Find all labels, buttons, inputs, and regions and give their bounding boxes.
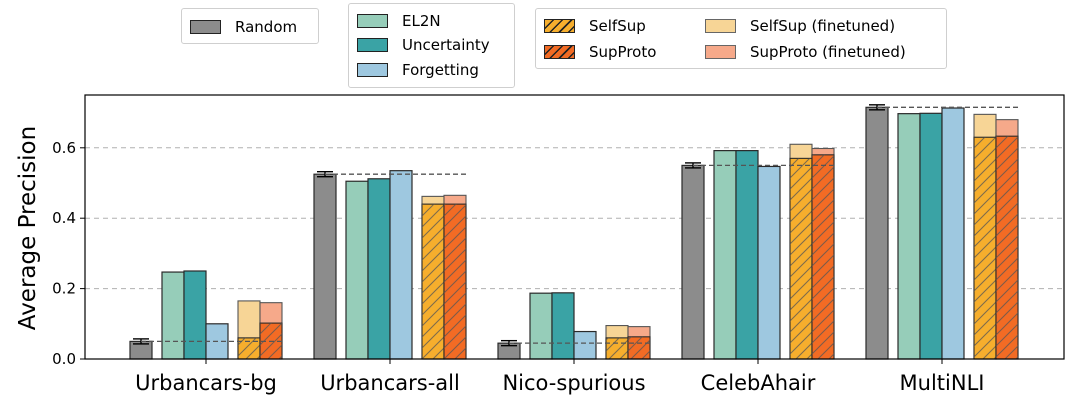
legend-scoring: EL2N Uncertainty Forgetting xyxy=(348,3,515,88)
legend-item-selfsup: SelfSup xyxy=(544,17,646,35)
y-axis-label: Average Precision xyxy=(15,126,41,330)
legend-swatch-supproto xyxy=(544,45,575,59)
bar-hatch-supproto xyxy=(444,204,466,359)
bar-el2n xyxy=(713,150,737,360)
legend-item-uncertainty: Uncertainty xyxy=(357,36,490,54)
x-tick-label: Nico-spurious xyxy=(502,371,645,395)
x-tick-label: Urbancars-all xyxy=(320,371,460,395)
legend-random: Random xyxy=(181,8,319,44)
legend-swatch-forgetting xyxy=(357,63,388,77)
bar-hatch-selfsup xyxy=(238,337,260,359)
x-tick-label: MultiNLI xyxy=(900,371,985,395)
gridlines xyxy=(85,147,1064,290)
bar-hatch-supproto xyxy=(812,154,834,359)
legend-label-selfsup: SelfSup xyxy=(589,17,646,35)
error-bars xyxy=(133,104,1021,347)
legend-item-random: Random xyxy=(190,18,297,36)
legend-swatch-selfsup-finetuned xyxy=(705,19,736,33)
legend-label-supproto: SupProto xyxy=(589,43,657,61)
legend-label-random: Random xyxy=(235,18,298,36)
bar-el2n xyxy=(161,271,185,360)
legend-item-selfsup-finetuned: SelfSup (finetuned) xyxy=(705,17,895,35)
bar-el2n xyxy=(345,180,369,360)
bar-hatch-supproto xyxy=(996,136,1018,359)
bar-forgetting xyxy=(941,107,965,360)
bar-hatch-selfsup xyxy=(422,204,444,359)
y-tick-label: 0.4 xyxy=(52,209,76,227)
bars xyxy=(129,106,1019,360)
bar-forgetting xyxy=(757,165,781,360)
legend-swatch-uncertainty xyxy=(357,38,388,52)
legend-label-uncertainty: Uncertainty xyxy=(402,36,490,54)
legend-item-el2n: EL2N xyxy=(357,12,441,30)
bar-forgetting xyxy=(389,170,413,360)
bar-uncertainty xyxy=(735,150,759,360)
bar-el2n xyxy=(529,292,553,360)
bar-uncertainty xyxy=(551,292,575,360)
legend-swatch-supproto-finetuned xyxy=(705,45,736,59)
bar-el2n xyxy=(897,113,921,360)
bar-random xyxy=(681,164,705,360)
bar-random xyxy=(865,106,889,360)
y-tick-label: 0.6 xyxy=(52,139,76,157)
legend-item-forgetting: Forgetting xyxy=(357,61,479,79)
y-tick-label: 0.2 xyxy=(52,280,76,298)
legend-item-supproto: SupProto xyxy=(544,43,656,61)
x-tick-label: CelebAhair xyxy=(701,371,816,395)
legend-label-forgetting: Forgetting xyxy=(402,61,479,79)
legend-swatch-el2n xyxy=(357,14,388,28)
legend-swatch-selfsup xyxy=(544,19,575,33)
legend-label-selfsup-finetuned: SelfSup (finetuned) xyxy=(750,17,896,35)
bar-uncertainty xyxy=(367,178,391,360)
bar-random xyxy=(313,173,337,360)
legend-label-el2n: EL2N xyxy=(402,12,441,30)
y-axis: 0.0 0.2 0.4 0.6 xyxy=(52,139,85,368)
bar-forgetting xyxy=(573,330,597,360)
bar-uncertainty xyxy=(919,112,943,360)
legend-prototypes: SelfSup SupProto SelfSup (finetuned) Sup… xyxy=(535,8,947,69)
x-tick-label: Urbancars-bg xyxy=(135,371,277,395)
x-axis: Urbancars-bg Urbancars-all Nico-spurious Ce… xyxy=(135,359,984,395)
legend-item-supproto-finetuned: SupProto (finetuned) xyxy=(705,43,906,61)
y-tick-label: 0.0 xyxy=(52,350,76,368)
bar-uncertainty xyxy=(183,270,207,360)
bar-hatch-supproto xyxy=(628,336,650,359)
bar-hatch-selfsup xyxy=(790,158,812,359)
legend-label-supproto-finetuned: SupProto (finetuned) xyxy=(750,43,906,61)
legend-swatch-random xyxy=(190,20,221,34)
bar-hatch-selfsup xyxy=(974,137,996,359)
bar-hatch-selfsup xyxy=(606,337,628,359)
